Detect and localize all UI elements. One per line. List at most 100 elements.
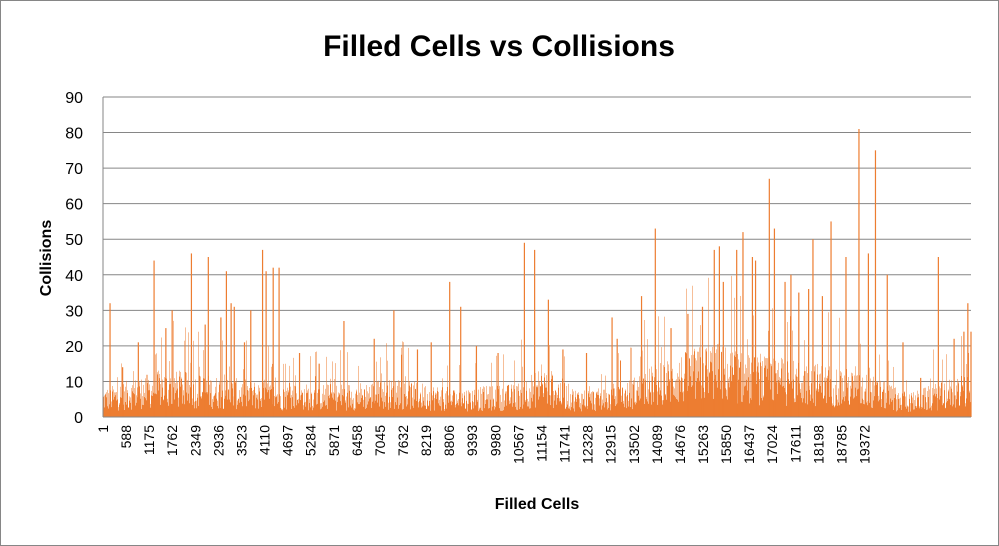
bar	[713, 398, 714, 417]
bar	[465, 408, 466, 417]
bar	[865, 388, 866, 417]
bar	[963, 331, 965, 417]
bar	[180, 386, 181, 417]
bar	[580, 403, 581, 417]
bar	[843, 391, 844, 417]
bar	[908, 406, 909, 417]
bar	[642, 350, 643, 417]
bar	[718, 369, 719, 417]
x-tick-label: 588	[118, 425, 134, 449]
bar	[352, 399, 353, 417]
bar	[441, 410, 442, 417]
bar	[608, 407, 609, 417]
bar	[452, 401, 453, 417]
bar	[556, 404, 557, 417]
bar	[151, 395, 152, 417]
bar	[520, 406, 521, 417]
bar	[164, 395, 165, 417]
bar	[158, 390, 159, 417]
x-tick-label: 2349	[187, 425, 203, 456]
bar	[241, 387, 242, 417]
bar	[426, 408, 427, 417]
bar	[462, 393, 463, 417]
bar	[243, 394, 244, 417]
bar	[282, 409, 283, 417]
bar	[739, 367, 740, 417]
bar	[834, 407, 835, 417]
bar	[636, 402, 637, 417]
bar	[309, 399, 310, 417]
bar	[199, 375, 200, 417]
bar	[117, 399, 118, 417]
bar	[592, 391, 593, 417]
bar	[439, 399, 440, 417]
bar	[415, 388, 416, 417]
chart-title: Filled Cells vs Collisions	[323, 30, 675, 63]
bar	[876, 385, 877, 417]
bar	[882, 391, 883, 417]
bar	[930, 378, 931, 417]
bar	[834, 406, 835, 417]
bar	[758, 372, 759, 417]
bar	[398, 408, 399, 417]
bar	[290, 397, 291, 417]
bar	[198, 406, 199, 417]
bar	[904, 391, 905, 417]
bar	[136, 402, 137, 417]
bar	[771, 364, 772, 417]
bar	[766, 376, 767, 417]
bar	[112, 391, 113, 417]
bar	[291, 395, 292, 417]
bar	[359, 392, 360, 417]
x-tick-label: 15850	[718, 425, 734, 464]
bar	[357, 394, 358, 417]
bar	[575, 397, 576, 417]
bar	[601, 409, 602, 417]
bar	[489, 386, 490, 417]
bar	[809, 385, 810, 417]
bar	[153, 392, 154, 417]
bar	[284, 407, 285, 417]
bar	[587, 405, 588, 417]
bar	[507, 385, 508, 417]
bar	[805, 371, 806, 417]
bar	[402, 341, 403, 417]
bar	[128, 407, 129, 417]
bar	[346, 410, 347, 417]
bar	[365, 408, 366, 417]
bar	[118, 407, 119, 417]
bar	[645, 380, 646, 417]
bar	[104, 407, 105, 417]
bar	[639, 376, 640, 417]
bar	[852, 373, 853, 417]
bar	[148, 379, 149, 417]
bar	[173, 320, 174, 417]
bar	[825, 381, 826, 417]
bar	[590, 393, 591, 417]
bar	[116, 400, 117, 417]
bar	[150, 407, 151, 417]
bar	[930, 407, 931, 417]
bar	[210, 393, 211, 417]
x-tick-label: 11154	[533, 425, 549, 462]
bar	[203, 378, 204, 417]
bar	[133, 393, 134, 417]
bar	[288, 392, 289, 417]
bar	[796, 368, 797, 417]
bar	[862, 398, 863, 417]
bar	[173, 387, 174, 417]
y-tick-label: 10	[65, 374, 83, 391]
bar	[680, 391, 681, 417]
bar	[210, 380, 211, 417]
bar	[492, 386, 493, 417]
bar	[481, 393, 482, 417]
bar	[953, 338, 955, 417]
bar	[230, 303, 232, 417]
bar	[947, 400, 948, 417]
bar	[864, 404, 865, 417]
bar	[569, 406, 570, 417]
bar	[856, 396, 857, 417]
bar	[826, 377, 827, 417]
bar	[713, 249, 715, 417]
bar	[798, 292, 800, 417]
